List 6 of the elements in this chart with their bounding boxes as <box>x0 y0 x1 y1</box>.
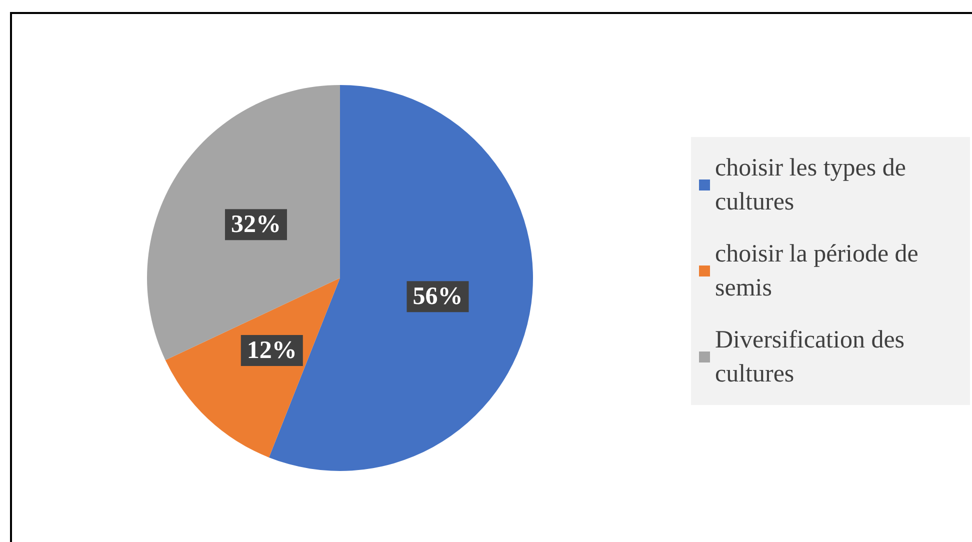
legend-label: choisir les types de cultures <box>715 154 912 216</box>
data-label: 12% <box>246 337 297 364</box>
legend-label: choisir la période de semis <box>715 240 925 302</box>
data-label: 32% <box>230 211 281 238</box>
legend-label: Diversification des cultures <box>715 326 911 388</box>
data-label: 56% <box>412 283 463 310</box>
